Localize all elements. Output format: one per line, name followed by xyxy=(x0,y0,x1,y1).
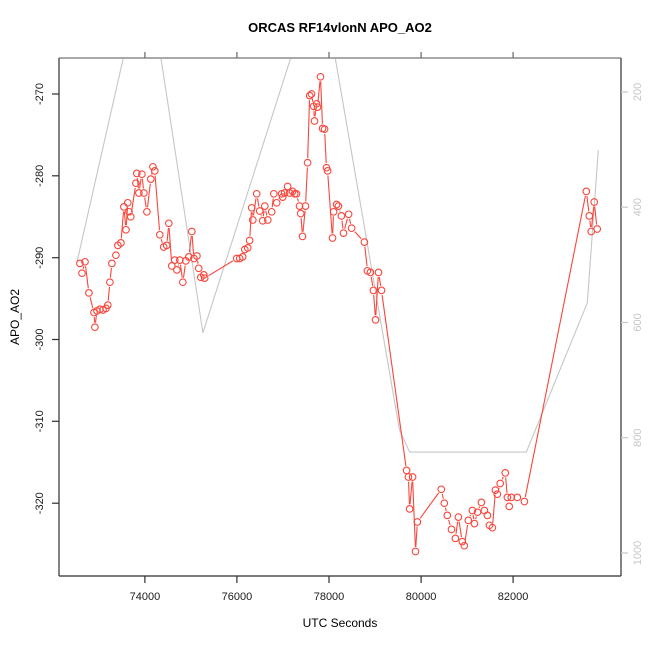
svg-text:-300: -300 xyxy=(34,328,46,350)
svg-text:-310: -310 xyxy=(34,410,46,432)
apo-ao2-markers xyxy=(76,72,602,556)
x-axis-ticks: 74000 76000 78000 80000 82000 xyxy=(130,52,529,603)
svg-text:74000: 74000 xyxy=(130,591,161,603)
y-axis-left-ticks: -270 -280 -290 -300 -310 -320 xyxy=(34,83,59,514)
svg-text:800: 800 xyxy=(632,429,644,447)
svg-text:400: 400 xyxy=(632,198,644,216)
x-axis-label: UTC Seconds xyxy=(302,616,378,630)
svg-text:-280: -280 xyxy=(34,165,46,187)
svg-text:78000: 78000 xyxy=(314,591,345,603)
svg-text:1000: 1000 xyxy=(632,541,644,565)
svg-text:-290: -290 xyxy=(34,247,46,269)
svg-text:-320: -320 xyxy=(34,492,46,514)
apo-ao2-series xyxy=(82,81,598,547)
svg-text:76000: 76000 xyxy=(222,591,253,603)
pressure-trace-series xyxy=(76,58,599,453)
svg-text:80000: 80000 xyxy=(406,591,437,603)
plot-box xyxy=(58,57,622,577)
svg-text:200: 200 xyxy=(632,83,644,101)
y-axis-right-ticks: 200 400 600 800 1000 xyxy=(621,83,644,565)
svg-text:600: 600 xyxy=(632,313,644,331)
chart-title: ORCAS RF14vlonN APO_AO2 xyxy=(248,20,432,35)
svg-text:-270: -270 xyxy=(34,83,46,105)
svg-text:82000: 82000 xyxy=(498,591,529,603)
